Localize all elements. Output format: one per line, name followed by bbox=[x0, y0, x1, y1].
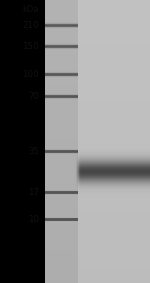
Text: 100: 100 bbox=[22, 70, 39, 80]
Text: 17: 17 bbox=[28, 188, 39, 197]
Text: 70: 70 bbox=[28, 92, 39, 101]
Text: 35: 35 bbox=[28, 147, 39, 156]
Text: 10: 10 bbox=[28, 215, 39, 224]
Text: 150: 150 bbox=[22, 42, 39, 51]
Text: kDa: kDa bbox=[22, 5, 39, 14]
Text: 210: 210 bbox=[22, 21, 39, 30]
